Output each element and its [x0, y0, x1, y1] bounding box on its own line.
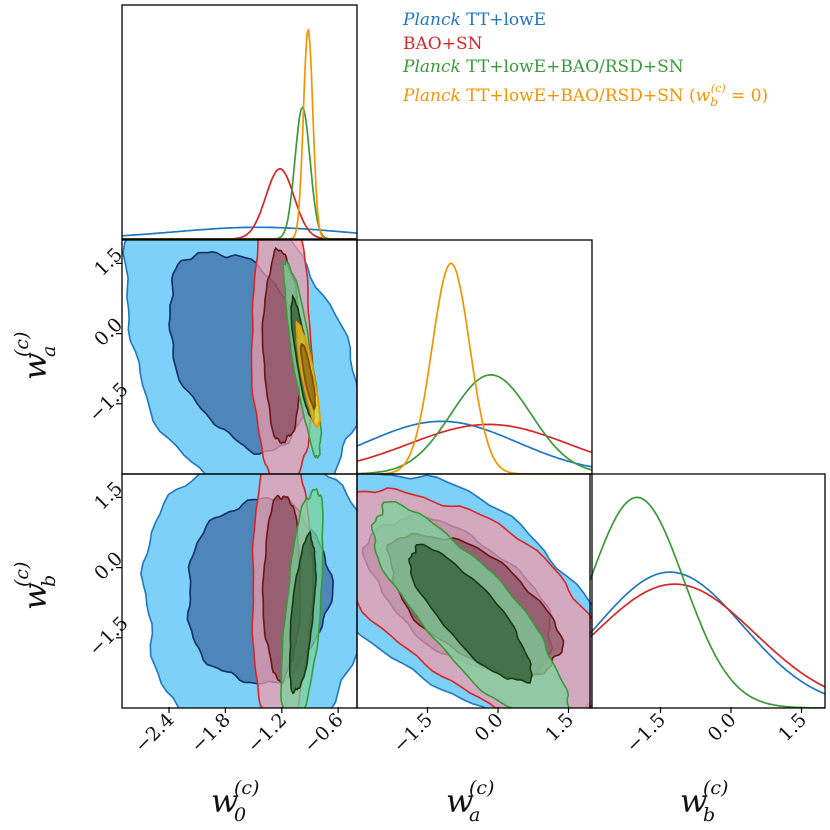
legend-entry-baosn: BAO+SN: [403, 34, 483, 54]
y-axis-label-wb: wb (c): [11, 562, 60, 610]
marginal-line-wbzero: [122, 28, 357, 239]
svg-text:w: w: [16, 583, 54, 610]
marginal-line-full: [357, 374, 592, 474]
x-tick-label: −1.5: [622, 709, 670, 757]
contour-68-full: [408, 543, 533, 684]
panel-frame: [121, 4, 358, 240]
marginal-line-planck: [590, 571, 825, 695]
x-tick-label: −2.4: [130, 709, 178, 757]
x-tick-label: 1.5: [541, 709, 578, 746]
legend-entry-planck: Planck TT+lowE: [402, 10, 546, 30]
svg-text:a: a: [38, 346, 60, 357]
panel-w0-wb: [140, 474, 357, 708]
contour-68-wbzero: [299, 343, 317, 412]
svg-text:(c): (c): [469, 777, 494, 799]
marginal-line-baosn: [590, 583, 825, 688]
svg-text:b: b: [38, 575, 60, 587]
x-axis-label-wb: wb (c): [680, 777, 728, 826]
svg-text:b: b: [703, 804, 715, 826]
svg-text:a: a: [469, 804, 480, 826]
panel-w0-wa: [122, 240, 357, 474]
marginal-line-full: [590, 496, 825, 708]
svg-text:(c): (c): [703, 777, 728, 799]
x-tick-label: −0.6: [300, 709, 348, 757]
x-tick-label: 1.5: [774, 709, 811, 746]
contour-68-full: [288, 530, 317, 695]
svg-text:(c): (c): [234, 777, 259, 799]
svg-text:(c): (c): [11, 562, 33, 587]
x-axis-label-wa: wa (c): [446, 777, 494, 826]
marginal-line-baosn: [357, 423, 592, 463]
x-tick-label: −1.2: [243, 709, 291, 757]
panel-frame: [356, 473, 593, 709]
marginal-line-planck: [122, 226, 357, 237]
svg-text:w: w: [446, 782, 473, 820]
x-tick-label: 0.0: [704, 709, 741, 746]
marginal-w0: [122, 28, 357, 239]
x-tick-label: −1.8: [187, 709, 235, 757]
x-tick-label: 0.0: [471, 709, 508, 746]
y-tick-label: −1.5: [84, 612, 132, 660]
svg-text:(c): (c): [11, 332, 33, 357]
y-tick-label: −1.5: [84, 378, 132, 426]
x-axis-label-w0: w0 (c): [211, 777, 259, 826]
panel-frame: [589, 473, 826, 709]
svg-text:w: w: [16, 353, 54, 380]
svg-text:w: w: [680, 782, 707, 820]
marginal-line-planck: [357, 420, 592, 468]
legend-entry-full: Planck TT+lowE+BAO/RSD+SN: [402, 57, 684, 77]
marginal-wb: [590, 496, 825, 708]
legend: Planck TT+lowE BAO+SN Planck TT+lowE+BAO/R…: [402, 10, 768, 109]
y-axis-label-wa: wa (c): [11, 332, 60, 380]
marginal-wa: [357, 262, 592, 474]
marginal-line-wbzero: [357, 262, 592, 474]
svg-text:w: w: [211, 782, 238, 820]
marginal-line-baosn: [122, 168, 357, 239]
x-tick-label: −1.5: [389, 709, 437, 757]
svg-text:0: 0: [234, 804, 246, 826]
panel-wa-wb: [357, 474, 592, 708]
legend-entry-wbzero: Planck TT+lowE+BAO/RSD+SN (wb(c) = 0): [402, 82, 768, 109]
marginal-line-full: [122, 105, 357, 239]
